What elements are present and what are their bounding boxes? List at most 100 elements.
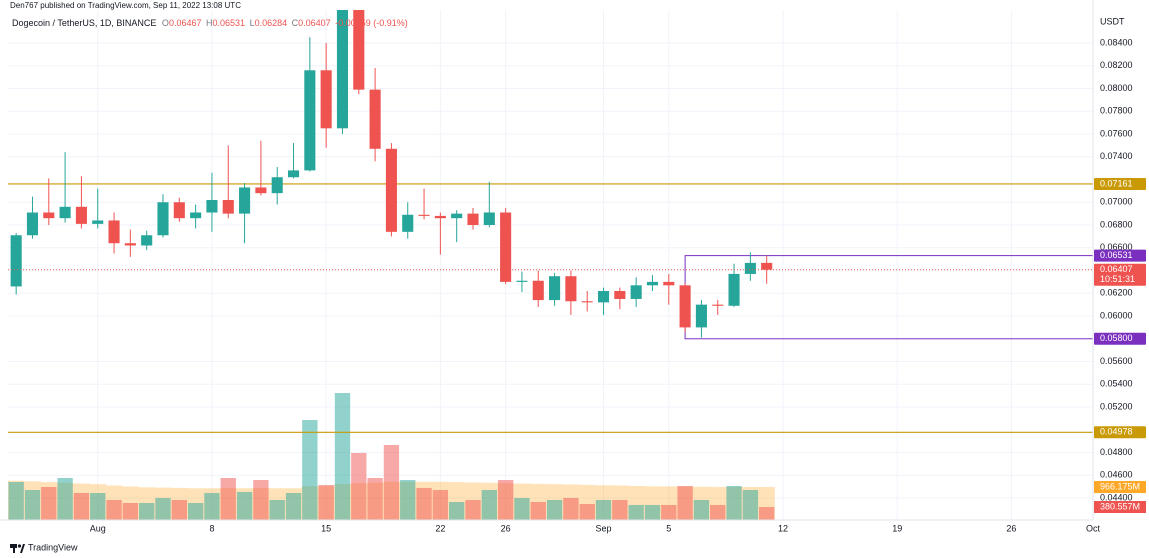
candle [679, 283, 691, 332]
candle [75, 176, 87, 229]
candle [304, 37, 316, 172]
volume-bar [106, 500, 122, 520]
volume-bar [612, 500, 628, 520]
price-label-box [1094, 263, 1146, 286]
candle-body [630, 285, 642, 299]
candle-body [679, 285, 691, 328]
volume-bar [236, 492, 253, 520]
x-tick-label: 12 [778, 523, 788, 533]
candle [516, 271, 528, 293]
volume-bar [726, 486, 742, 520]
price-label-box [1094, 332, 1146, 345]
candle-body [59, 206, 71, 219]
volume-bar [497, 480, 514, 520]
volume-bar [269, 500, 285, 520]
candle-body [255, 187, 267, 194]
y-tick-label: 0.06800 [1100, 219, 1133, 229]
volume-bar [122, 503, 139, 520]
ohlc-value: 0.06531 [213, 18, 246, 28]
candle [124, 229, 136, 257]
volume-bar [41, 486, 57, 520]
candle [728, 263, 740, 307]
volume-bar [24, 490, 41, 520]
price-label: 0.05800 [1100, 333, 1133, 343]
volume-bar [759, 507, 775, 520]
candle [287, 143, 300, 179]
volume-bar [367, 477, 383, 520]
candle [695, 300, 707, 338]
candle-body [108, 220, 120, 244]
volume-bar [383, 444, 400, 520]
volume-bar [563, 497, 579, 520]
price-pane [8, 10, 1093, 433]
candle-body [157, 202, 169, 236]
candle-body [663, 281, 675, 286]
candle-body [483, 212, 495, 226]
candle-body [206, 199, 218, 213]
y-tick-label: 0.07600 [1100, 128, 1133, 138]
volume-bar [693, 500, 710, 520]
candle [353, 10, 365, 95]
candle-body [434, 215, 446, 219]
candle [744, 252, 756, 281]
candle [663, 273, 675, 305]
candle-body [728, 273, 740, 306]
candle [271, 166, 283, 205]
volume-bar [432, 490, 449, 520]
volume-bar [579, 503, 595, 520]
volume-bar [546, 500, 563, 520]
symbol: Dogecoin / TetherUS, 1D, BINANCE [12, 18, 156, 28]
ohlc-value: 0.06407 [298, 18, 331, 28]
volume-bar [416, 487, 432, 520]
candle-body [304, 70, 316, 171]
price-label-box [1094, 249, 1146, 262]
volume-bar [595, 500, 612, 520]
candle-body [124, 243, 136, 246]
x-tick-label: 26 [501, 523, 511, 533]
volume-bar [57, 477, 73, 520]
volume-bar [530, 502, 546, 520]
y-tick-label: 0.08400 [1100, 37, 1133, 47]
volume-bar [351, 453, 367, 520]
volume-label: 380.557M [1100, 501, 1140, 511]
candle-body [43, 212, 55, 219]
price-label-box [1094, 177, 1146, 190]
candle-body [10, 235, 22, 287]
volume-bar [481, 490, 497, 520]
candle [92, 188, 104, 229]
candle [646, 275, 659, 291]
x-tick-label: 5 [666, 523, 671, 533]
candle [141, 230, 153, 251]
candle-body [614, 290, 626, 299]
candle [157, 194, 169, 238]
candle-body [190, 212, 202, 219]
candle-body [75, 206, 87, 224]
y-tick-label: 0.04400 [1100, 492, 1133, 502]
candle-body [532, 280, 544, 301]
volume-bar [677, 486, 693, 520]
price-label: 0.06531 [1100, 250, 1133, 260]
candle [206, 172, 218, 232]
volume-bar [334, 393, 351, 520]
y-tick-label: 0.04800 [1100, 447, 1133, 457]
y-tick-label: 0.05200 [1100, 401, 1133, 411]
volume-bar [253, 480, 269, 520]
candle [10, 232, 22, 295]
candle-body [646, 281, 659, 286]
volume-bar [628, 504, 644, 520]
candle-body [467, 213, 479, 226]
x-tick-label: 15 [321, 523, 331, 533]
brand-logo [10, 544, 25, 553]
price-label: 0.07161 [1100, 178, 1133, 188]
candle-body [222, 199, 234, 214]
volume-bar [302, 420, 318, 520]
y-tick-label: 0.07400 [1100, 151, 1133, 161]
brand: TradingView [28, 542, 78, 552]
ohlc-value: 0.06467 [169, 18, 202, 28]
volume-bar [661, 504, 677, 520]
y-tick-label: 0.06600 [1100, 242, 1133, 252]
candle-body [173, 202, 185, 219]
volume-bar [644, 504, 661, 520]
volume-label-box [1094, 481, 1146, 494]
candle-body [353, 10, 365, 90]
